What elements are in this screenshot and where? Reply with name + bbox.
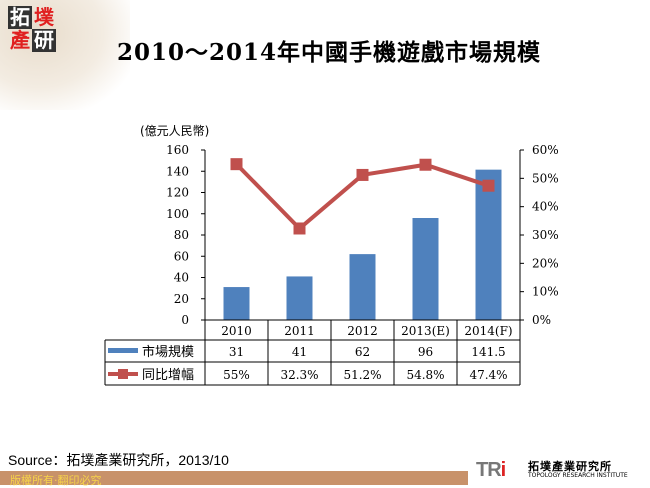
y-tick-label: 80	[174, 228, 189, 242]
logo-char: 產	[10, 28, 30, 52]
line-value-label: 54.8%	[406, 368, 444, 382]
y-tick-label: 100	[166, 207, 189, 221]
legend-line-marker	[118, 369, 128, 379]
category-label: 2012	[347, 324, 378, 338]
page-title: 2010～2014年中國手機遊戲市場規模	[117, 39, 542, 66]
y-axis-unit: (億元人民幣)	[140, 124, 210, 138]
y2-tick-label: 50%	[532, 171, 559, 185]
y2-tick-label: 10%	[532, 285, 559, 299]
line-value-label: 47.4%	[469, 368, 507, 382]
y2-tick-label: 20%	[532, 256, 559, 270]
bar-value-label: 141.5	[471, 345, 505, 359]
brand-logo: TRi 拓墣產業研究所 TOPOLOGY RESEARCH INSTITUTE	[468, 455, 650, 485]
brand-mark: TRi	[476, 459, 506, 481]
line-marker	[356, 168, 369, 181]
y2-tick-label: 40%	[532, 200, 559, 214]
bar	[475, 169, 502, 320]
y-tick-label: 140	[166, 164, 189, 178]
y-tick-label: 120	[166, 186, 189, 200]
y2-tick-label: 60%	[532, 143, 559, 157]
y2-tick-label: 0%	[532, 313, 551, 327]
category-label: 2011	[284, 324, 315, 338]
logo-char: 拓	[8, 5, 32, 29]
line-marker	[419, 158, 432, 171]
chart: 0 20 40 60 80 100 120 140 160 0% 10% 20% 30% 40% 50% 60…	[104, 143, 559, 386]
category-label: 2014(F)	[464, 324, 512, 338]
bar-value-label: 31	[229, 345, 244, 359]
category-label: 2010	[221, 324, 252, 338]
bar	[349, 254, 376, 320]
brand-name-cn: 拓墣產業研究所	[528, 460, 612, 473]
bar-value-label: 41	[292, 345, 307, 359]
bar	[412, 218, 439, 320]
logo-char: 研	[32, 28, 56, 52]
line-value-label: 55%	[223, 368, 250, 382]
y2-tick-label: 30%	[532, 228, 559, 242]
line-value-label: 51.2%	[343, 368, 381, 382]
logo: 拓墣產研	[8, 6, 58, 54]
y-tick-label: 160	[166, 143, 189, 157]
bar-value-label: 96	[418, 345, 433, 359]
logo-char: 墣	[34, 5, 54, 29]
legend-line-label: 同比增幅	[142, 368, 194, 383]
y-tick-label: 20	[174, 292, 189, 306]
line-marker	[230, 158, 243, 171]
brand-name-en: TOPOLOGY RESEARCH INSTITUTE	[528, 472, 628, 479]
line-value-label: 32.3%	[280, 368, 318, 382]
y-tick-label: 60	[174, 249, 189, 263]
bar	[223, 287, 250, 320]
source-note: Source：拓墣產業研究所，2013/10	[8, 452, 229, 468]
line-marker	[293, 222, 306, 235]
bar	[286, 276, 313, 320]
category-label: 2013(E)	[401, 324, 450, 338]
legend-bar-swatch	[108, 348, 138, 353]
bar-value-label: 62	[355, 345, 370, 359]
copyright-text: 版權所有‧翻印必究	[10, 474, 102, 487]
y-tick-label: 0	[181, 313, 189, 327]
legend-bar-label: 市場規模	[142, 344, 194, 360]
y-tick-label: 40	[174, 271, 189, 285]
line-marker	[482, 179, 495, 192]
